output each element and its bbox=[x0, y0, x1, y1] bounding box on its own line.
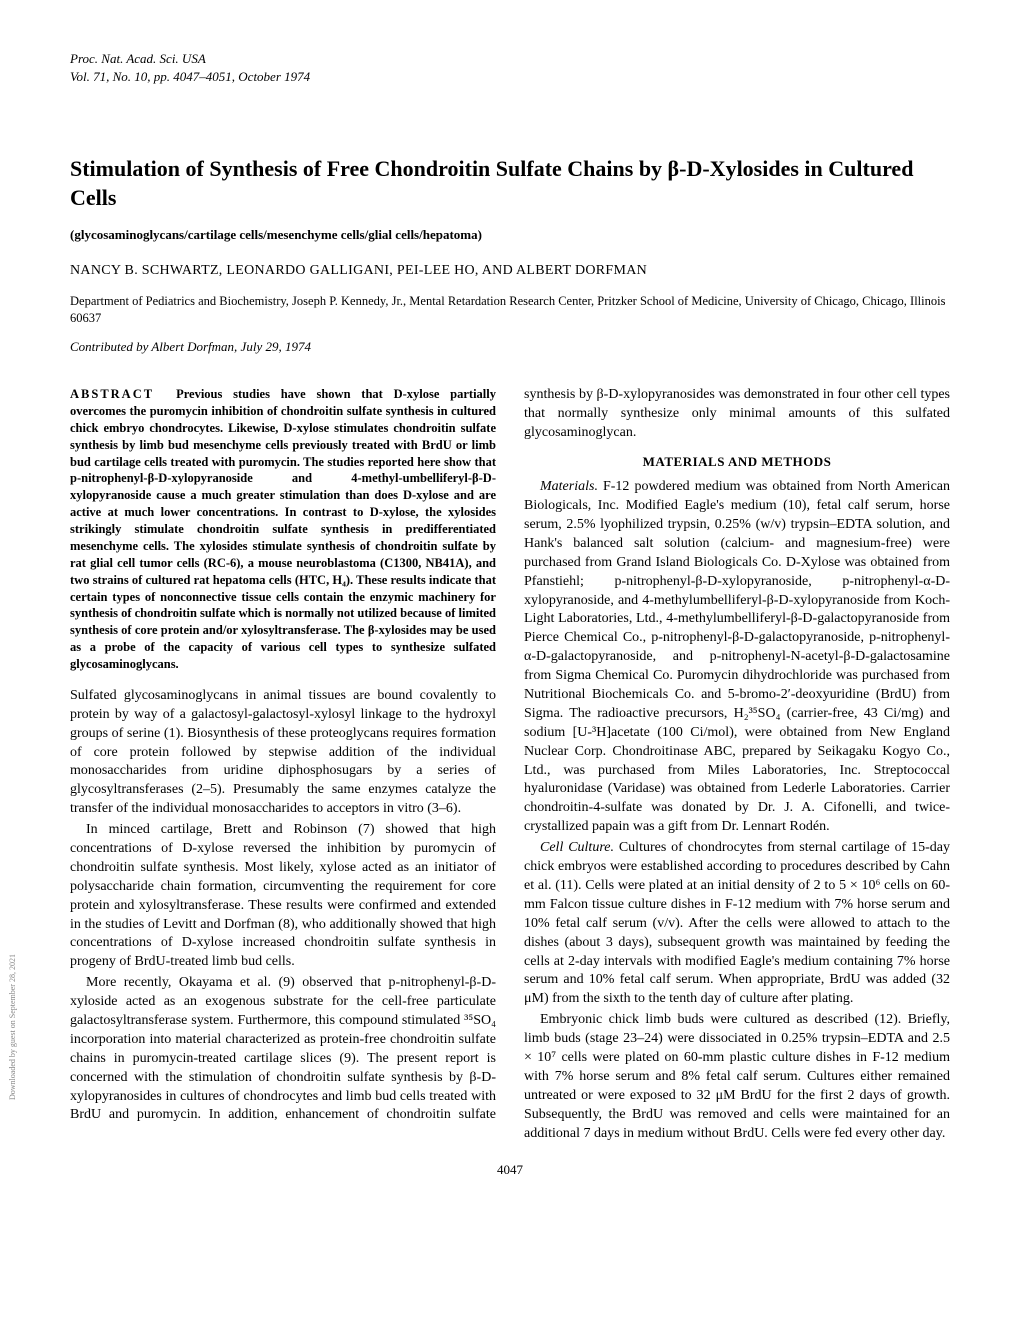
contributed-line: Contributed by Albert Dorfman, July 29, … bbox=[70, 338, 950, 356]
abstract-label: ABSTRACT bbox=[70, 387, 154, 401]
article-title: Stimulation of Synthesis of Free Chondro… bbox=[70, 155, 950, 212]
cellculture-para2: Embryonic chick limb buds were cultured … bbox=[524, 1011, 950, 1143]
journal-header: Proc. Nat. Acad. Sci. USA Vol. 71, No. 1… bbox=[70, 50, 950, 85]
intro-p1: Sulfated glycosaminoglycans in animal ti… bbox=[70, 687, 496, 819]
article-keywords: (glycosaminoglycans/cartilage cells/mese… bbox=[70, 226, 950, 244]
abstract-text: Previous studies have shown that D-xylos… bbox=[70, 387, 496, 671]
journal-citation: Vol. 71, No. 10, pp. 4047–4051, October … bbox=[70, 68, 950, 86]
materials-methods-head: MATERIALS AND METHODS bbox=[524, 453, 950, 471]
article-authors: NANCY B. SCHWARTZ, LEONARDO GALLIGANI, P… bbox=[70, 262, 950, 281]
body-columns: ABSTRACTPrevious studies have shown that… bbox=[70, 386, 950, 1143]
article-affiliation: Department of Pediatrics and Biochemistr… bbox=[70, 293, 950, 327]
journal-name: Proc. Nat. Acad. Sci. USA bbox=[70, 50, 950, 68]
intro-p2: In minced cartilage, Brett and Robinson … bbox=[70, 821, 496, 972]
download-note: Downloaded by guest on September 28, 202… bbox=[8, 954, 19, 1100]
cellculture-subhead: Cell Culture. bbox=[540, 840, 614, 855]
page-number: 4047 bbox=[70, 1161, 950, 1179]
materials-subhead: Materials. bbox=[540, 479, 598, 494]
abstract-block: ABSTRACTPrevious studies have shown that… bbox=[70, 386, 496, 673]
materials-text: F-12 powdered medium was obtained from N… bbox=[524, 479, 950, 834]
materials-para: Materials. F-12 powdered medium was obta… bbox=[524, 478, 950, 837]
cellculture-para: Cell Culture. Cultures of chondrocytes f… bbox=[524, 839, 950, 1009]
cellculture-text: Cultures of chondrocytes from sternal ca… bbox=[524, 840, 950, 1006]
